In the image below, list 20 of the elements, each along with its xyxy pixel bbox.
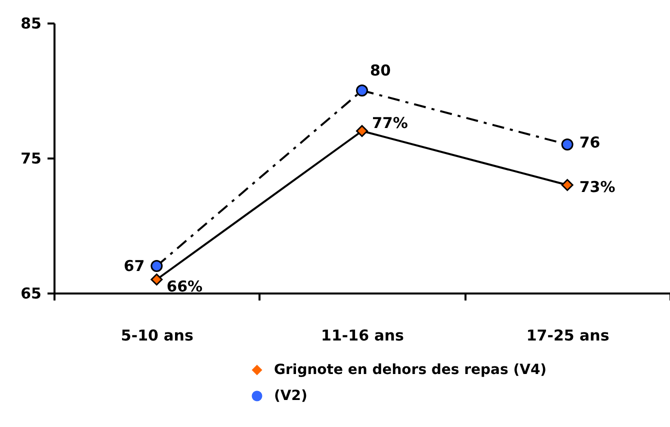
point <box>561 179 574 191</box>
point <box>150 260 163 272</box>
point <box>561 138 574 150</box>
point <box>150 274 163 286</box>
x-tick-label: 11-16 ans <box>321 326 404 344</box>
x-tick-label: 17-25 ans <box>526 326 610 344</box>
x-tick-label: 5-10 ans <box>120 326 194 344</box>
data-label: 73% <box>579 178 616 196</box>
data-label: 77% <box>372 114 408 132</box>
point <box>356 125 368 137</box>
y-tick-label: 75 <box>20 150 42 168</box>
data-label: 66% <box>166 278 203 296</box>
legend-label: (V2) <box>274 388 308 404</box>
data-label: 67 <box>124 257 145 275</box>
data-label: 80 <box>370 62 391 80</box>
point <box>356 84 368 96</box>
y-tick-label: 85 <box>20 14 42 32</box>
data-label: 76 <box>579 134 600 152</box>
y-tick-label: 65 <box>20 284 42 302</box>
legend-label: Grignote en dehors des repas (V4) <box>274 362 547 378</box>
